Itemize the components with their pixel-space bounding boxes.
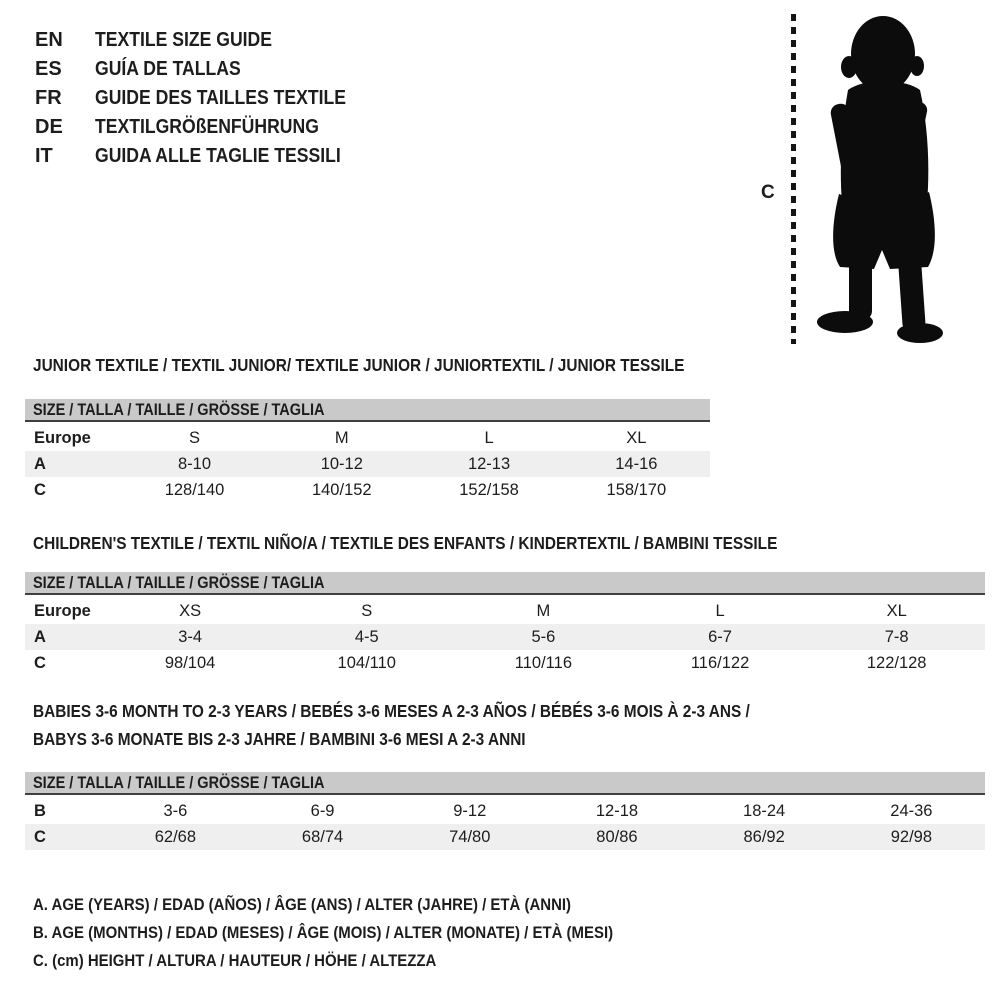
cell: 12-18 [595, 801, 639, 820]
cell: L [484, 428, 494, 447]
babies-size-table: B 3-6 6-9 9-12 12-18 18-24 24-36 C 62/68… [25, 798, 985, 850]
table-row: Europe S M L XL [25, 425, 710, 451]
language-row: EN TEXTILE SIZE GUIDE [35, 26, 380, 55]
legend-text: C. (cm) HEIGHT / ALTURA / HAUTEUR / HÖHE… [33, 951, 437, 970]
table-row: C 128/140 140/152 152/158 158/170 [25, 477, 710, 503]
table-row: C 62/68 68/74 74/80 80/86 86/92 92/98 [25, 824, 985, 850]
cell: 8-10 [120, 451, 269, 477]
cell: 18-24 [743, 801, 786, 820]
cell: L [715, 601, 725, 620]
height-marker-line [791, 14, 796, 344]
row-label-cell: C [25, 824, 102, 850]
language-row: FR GUIDE DES TAILLES TEXTILE [35, 84, 380, 113]
cell: 128/140 [164, 480, 225, 499]
cell: M [536, 601, 551, 620]
section-title-babies-line2: BABYS 3-6 MONATE BIS 2-3 JAHRE / BAMBINI… [33, 729, 593, 749]
section-title-text: CHILDREN'S TEXTILE / TEXTIL NIÑO/A / TEX… [33, 533, 778, 553]
row-label-cell: A [25, 624, 102, 650]
row-label-cell: C [34, 653, 46, 672]
cell: 68/74 [248, 824, 397, 850]
cell: 92/98 [837, 824, 985, 850]
table-row: B 3-6 6-9 9-12 12-18 18-24 24-36 [25, 798, 985, 824]
section-title-children: CHILDREN'S TEXTILE / TEXTIL NIÑO/A / TEX… [33, 533, 879, 553]
cell: 62/68 [101, 824, 249, 850]
cell: XS [179, 601, 202, 620]
language-row: DE TEXTILGRÖßENFÜHRUNG [35, 113, 380, 142]
language-code: ES [35, 58, 62, 80]
cell: 4-5 [278, 624, 456, 650]
cell: 5-6 [455, 624, 632, 650]
language-label: GUIDA ALLE TAGLIE TESSILI [95, 145, 341, 167]
row-label-cell: Europe [34, 428, 91, 447]
table-row: A 3-4 4-5 5-6 6-7 7-8 [25, 624, 985, 650]
section-title-babies-line1: BABIES 3-6 MONTH TO 2-3 YEARS / BEBÉS 3-… [33, 701, 848, 721]
cell: 3-4 [101, 624, 279, 650]
legend-line-a: A. AGE (YEARS) / EDAD (AÑOS) / ÂGE (ANS)… [33, 895, 644, 915]
row-label-cell: Europe [34, 601, 91, 620]
cell: 116/122 [690, 653, 750, 672]
junior-size-table: Europe S M L XL A 8-10 10-12 12-13 14-16… [25, 425, 710, 503]
language-code: EN [35, 29, 63, 51]
cell: 9-12 [453, 801, 487, 820]
cell: S [361, 601, 373, 620]
cell: 152/158 [459, 480, 519, 499]
cell: 86/92 [690, 824, 838, 850]
size-header-bar: SIZE / TALLA / TAILLE / GRÖSSE / TAGLIA [25, 399, 710, 422]
height-marker-label: C [761, 182, 775, 203]
language-row: IT GUIDA ALLE TAGLIE TESSILI [35, 142, 380, 171]
row-label-cell: A [25, 451, 121, 477]
cell: 10-12 [268, 451, 416, 477]
cell: 98/104 [164, 653, 216, 672]
size-header-text: SIZE / TALLA / TAILLE / GRÖSSE / TAGLIA [33, 401, 325, 419]
legend-line-b: B. AGE (MONTHS) / EDAD (MESES) / ÂGE (MO… [33, 923, 692, 943]
legend-text: A. AGE (YEARS) / EDAD (AÑOS) / ÂGE (ANS)… [33, 895, 572, 914]
cell: 14-16 [562, 451, 710, 477]
table-row: C 98/104 104/110 110/116 116/122 122/128 [25, 650, 985, 676]
row-label-cell: B [34, 801, 46, 820]
cell: 3-6 [163, 801, 188, 820]
cell: 7-8 [808, 624, 985, 650]
toddler-silhouette-icon [817, 16, 943, 343]
cell: 158/170 [606, 480, 667, 499]
table-row: A 8-10 10-12 12-13 14-16 [25, 451, 710, 477]
size-header-text: SIZE / TALLA / TAILLE / GRÖSSE / TAGLIA [33, 774, 325, 792]
section-title-text: BABIES 3-6 MONTH TO 2-3 YEARS / BEBÉS 3-… [33, 701, 750, 721]
legend-line-c: C. (cm) HEIGHT / ALTURA / HAUTEUR / HÖHE… [33, 951, 491, 971]
size-header-bar: SIZE / TALLA / TAILLE / GRÖSSE / TAGLIA [25, 572, 985, 595]
cell: 80/86 [543, 824, 691, 850]
table-row: Europe XS S M L XL [25, 598, 985, 624]
language-code: FR [35, 87, 62, 109]
cell: 6-7 [631, 624, 809, 650]
cell: M [334, 428, 349, 447]
cell: 12-13 [415, 451, 563, 477]
cell: 140/152 [311, 480, 372, 499]
section-title-junior: JUNIOR TEXTILE / TEXTIL JUNIOR/ TEXTILE … [33, 355, 773, 375]
size-header-text: SIZE / TALLA / TAILLE / GRÖSSE / TAGLIA [33, 574, 325, 592]
language-list: EN TEXTILE SIZE GUIDE ES GUÍA DE TALLAS … [35, 26, 380, 171]
language-code: IT [35, 145, 53, 167]
size-header-bar: SIZE / TALLA / TAILLE / GRÖSSE / TAGLIA [25, 772, 985, 795]
language-label: TEXTILGRÖßENFÜHRUNG [95, 116, 319, 138]
row-label-cell: C [34, 480, 46, 499]
cell: 122/128 [866, 653, 927, 672]
language-label: GUÍA DE TALLAS [95, 58, 241, 80]
section-title-text: JUNIOR TEXTILE / TEXTIL JUNIOR/ TEXTILE … [33, 355, 685, 375]
cell: 104/110 [337, 653, 396, 672]
cell: XL [886, 601, 907, 620]
cell: 24-36 [890, 801, 933, 820]
legend-text: B. AGE (MONTHS) / EDAD (MESES) / ÂGE (MO… [33, 923, 614, 942]
language-label: TEXTILE SIZE GUIDE [95, 29, 273, 51]
cell: 6-9 [310, 801, 335, 820]
cell: XL [626, 428, 647, 447]
cell: 110/116 [514, 653, 572, 672]
language-label: GUIDE DES TAILLES TEXTILE [95, 87, 346, 109]
children-size-table: Europe XS S M L XL A 3-4 4-5 5-6 6-7 7-8… [25, 598, 985, 676]
cell: 74/80 [396, 824, 544, 850]
language-row: ES GUÍA DE TALLAS [35, 55, 380, 84]
section-title-text: BABYS 3-6 MONATE BIS 2-3 JAHRE / BAMBINI… [33, 729, 526, 749]
language-code: DE [35, 116, 63, 138]
cell: S [189, 428, 201, 447]
